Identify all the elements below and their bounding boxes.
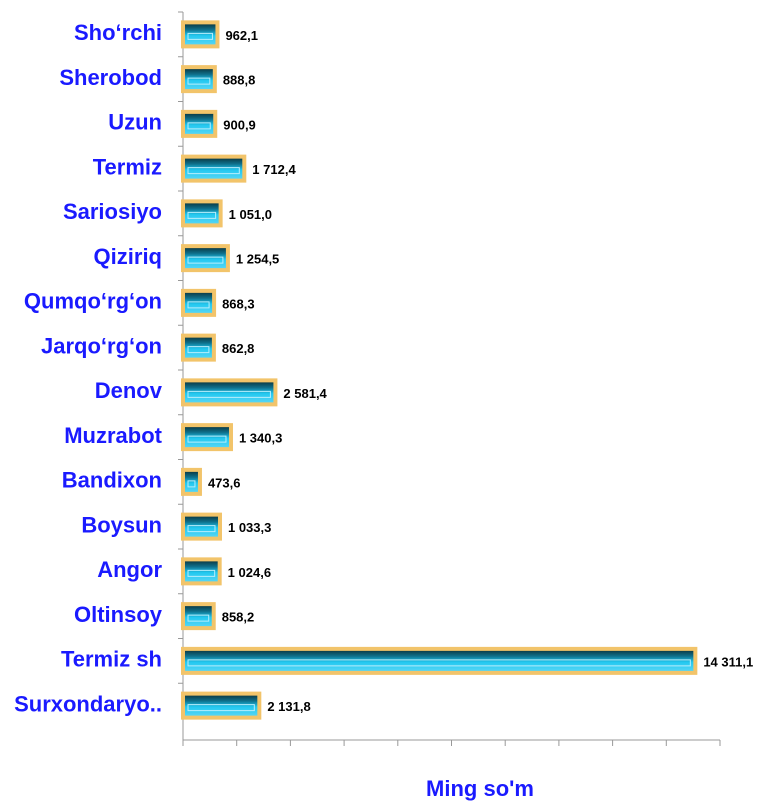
value-label: 858,2 bbox=[222, 610, 255, 625]
y-tick-label: Sherobod bbox=[59, 65, 162, 90]
bar-highlight bbox=[187, 569, 216, 577]
bar-highlight bbox=[187, 211, 217, 219]
bar bbox=[181, 378, 278, 407]
bar bbox=[181, 199, 223, 228]
bar bbox=[181, 646, 698, 675]
bar bbox=[181, 154, 247, 183]
y-tick-label: Qiziriq bbox=[94, 244, 162, 269]
y-tick-label: Muzrabot bbox=[64, 423, 162, 448]
bar-highlight bbox=[187, 256, 224, 264]
y-tick-label: Qumqo‘rg‘on bbox=[24, 289, 162, 314]
y-tick-label: Boysun bbox=[81, 512, 162, 537]
bar-highlight bbox=[187, 346, 210, 354]
bar bbox=[181, 244, 230, 273]
value-label: 473,6 bbox=[208, 475, 241, 490]
y-tick-label: Sho‘rchi bbox=[74, 20, 162, 45]
y-tick-label: Oltinsoy bbox=[74, 602, 163, 627]
bar-highlight bbox=[187, 525, 216, 533]
bar bbox=[181, 467, 202, 496]
value-label: 14 311,1 bbox=[703, 654, 753, 669]
value-label: 900,9 bbox=[223, 117, 256, 132]
y-tick-label: Denov bbox=[95, 378, 163, 403]
bar bbox=[181, 557, 222, 586]
y-tick-label: Angor bbox=[97, 557, 162, 582]
y-tick-label: Bandixon bbox=[62, 468, 162, 493]
bar bbox=[181, 691, 262, 720]
value-label: 1 024,6 bbox=[228, 565, 271, 580]
bar-highlight bbox=[187, 704, 255, 712]
y-tick-label: Termiz bbox=[93, 154, 162, 179]
value-label: 868,3 bbox=[222, 296, 255, 311]
value-label: 1 254,5 bbox=[236, 252, 279, 267]
y-tick-label: Surxondaryo.. bbox=[14, 691, 162, 716]
value-label: 862,8 bbox=[222, 341, 255, 356]
value-label: 2 131,8 bbox=[267, 699, 310, 714]
value-label: 1 340,3 bbox=[239, 431, 282, 446]
value-label: 2 581,4 bbox=[283, 386, 327, 401]
bar-highlight bbox=[187, 122, 211, 130]
bar bbox=[181, 20, 220, 49]
x-axis-label: Ming so'm bbox=[426, 776, 534, 801]
y-tick-label: Uzun bbox=[108, 110, 162, 135]
bar-highlight bbox=[187, 435, 227, 443]
y-tick-label: Termiz sh bbox=[61, 647, 162, 672]
bar-highlight bbox=[187, 480, 196, 488]
bar-highlight bbox=[187, 614, 210, 622]
value-label: 1 051,0 bbox=[229, 207, 272, 222]
bar-highlight bbox=[187, 77, 211, 85]
bar-highlight bbox=[187, 32, 213, 40]
bar-highlight bbox=[187, 390, 271, 398]
bar-highlight bbox=[187, 659, 691, 667]
bar bbox=[181, 423, 233, 452]
y-tick-label: Sariosiyo bbox=[63, 199, 162, 224]
bar-highlight bbox=[187, 167, 240, 175]
value-label: 1 712,4 bbox=[252, 162, 296, 177]
value-label: 962,1 bbox=[225, 28, 258, 43]
y-tick-label: Jarqo‘rg‘on bbox=[41, 333, 162, 358]
value-label: 888,8 bbox=[223, 73, 256, 88]
value-label: 1 033,3 bbox=[228, 520, 271, 535]
bar bbox=[181, 512, 222, 541]
bar-highlight bbox=[187, 301, 210, 309]
